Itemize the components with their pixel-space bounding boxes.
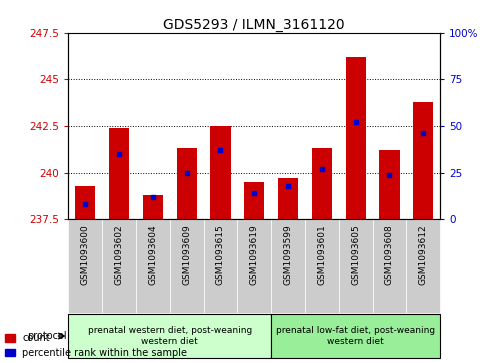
Bar <box>311 148 331 219</box>
Bar <box>176 148 197 219</box>
Bar <box>237 219 271 313</box>
Text: GSM1093601: GSM1093601 <box>317 224 325 285</box>
Text: protocol: protocol <box>27 331 67 341</box>
Point <box>385 172 392 178</box>
Bar <box>372 219 406 313</box>
Point <box>284 183 291 189</box>
Bar <box>379 150 399 219</box>
Bar <box>210 126 230 219</box>
Bar <box>271 219 305 313</box>
Point <box>216 147 224 153</box>
Text: GSM1093609: GSM1093609 <box>182 224 191 285</box>
Text: prenatal low-fat diet, post-weaning
western diet: prenatal low-fat diet, post-weaning west… <box>276 326 434 346</box>
Bar <box>68 219 102 313</box>
Bar <box>109 128 129 219</box>
Text: GSM1093602: GSM1093602 <box>114 224 123 285</box>
Point <box>115 151 123 157</box>
Text: GSM1093612: GSM1093612 <box>418 224 427 285</box>
Point <box>351 119 359 125</box>
Bar <box>345 57 365 219</box>
Bar <box>305 219 338 313</box>
Point <box>418 131 426 136</box>
Bar <box>75 186 95 219</box>
Bar <box>68 314 271 358</box>
Bar <box>277 178 298 219</box>
Bar <box>136 219 169 313</box>
Text: GSM1093599: GSM1093599 <box>283 224 292 285</box>
Point <box>183 170 190 176</box>
Bar <box>406 219 439 313</box>
Bar <box>102 219 136 313</box>
Text: GSM1093600: GSM1093600 <box>81 224 90 285</box>
Bar <box>412 102 432 219</box>
Text: GSM1093605: GSM1093605 <box>350 224 359 285</box>
Text: prenatal western diet, post-weaning
western diet: prenatal western diet, post-weaning west… <box>87 326 251 346</box>
Bar <box>338 219 372 313</box>
Point <box>149 194 157 200</box>
Bar <box>203 219 237 313</box>
Bar <box>142 195 163 219</box>
Bar <box>244 182 264 219</box>
Title: GDS5293 / ILMN_3161120: GDS5293 / ILMN_3161120 <box>163 18 345 32</box>
Bar <box>271 314 439 358</box>
Point <box>250 190 258 196</box>
Legend: count, percentile rank within the sample: count, percentile rank within the sample <box>5 333 187 358</box>
Text: GSM1093615: GSM1093615 <box>216 224 224 285</box>
Point <box>81 201 89 207</box>
Text: GSM1093619: GSM1093619 <box>249 224 258 285</box>
Point <box>317 166 325 172</box>
Text: GSM1093608: GSM1093608 <box>384 224 393 285</box>
Bar <box>169 219 203 313</box>
Text: GSM1093604: GSM1093604 <box>148 224 157 285</box>
